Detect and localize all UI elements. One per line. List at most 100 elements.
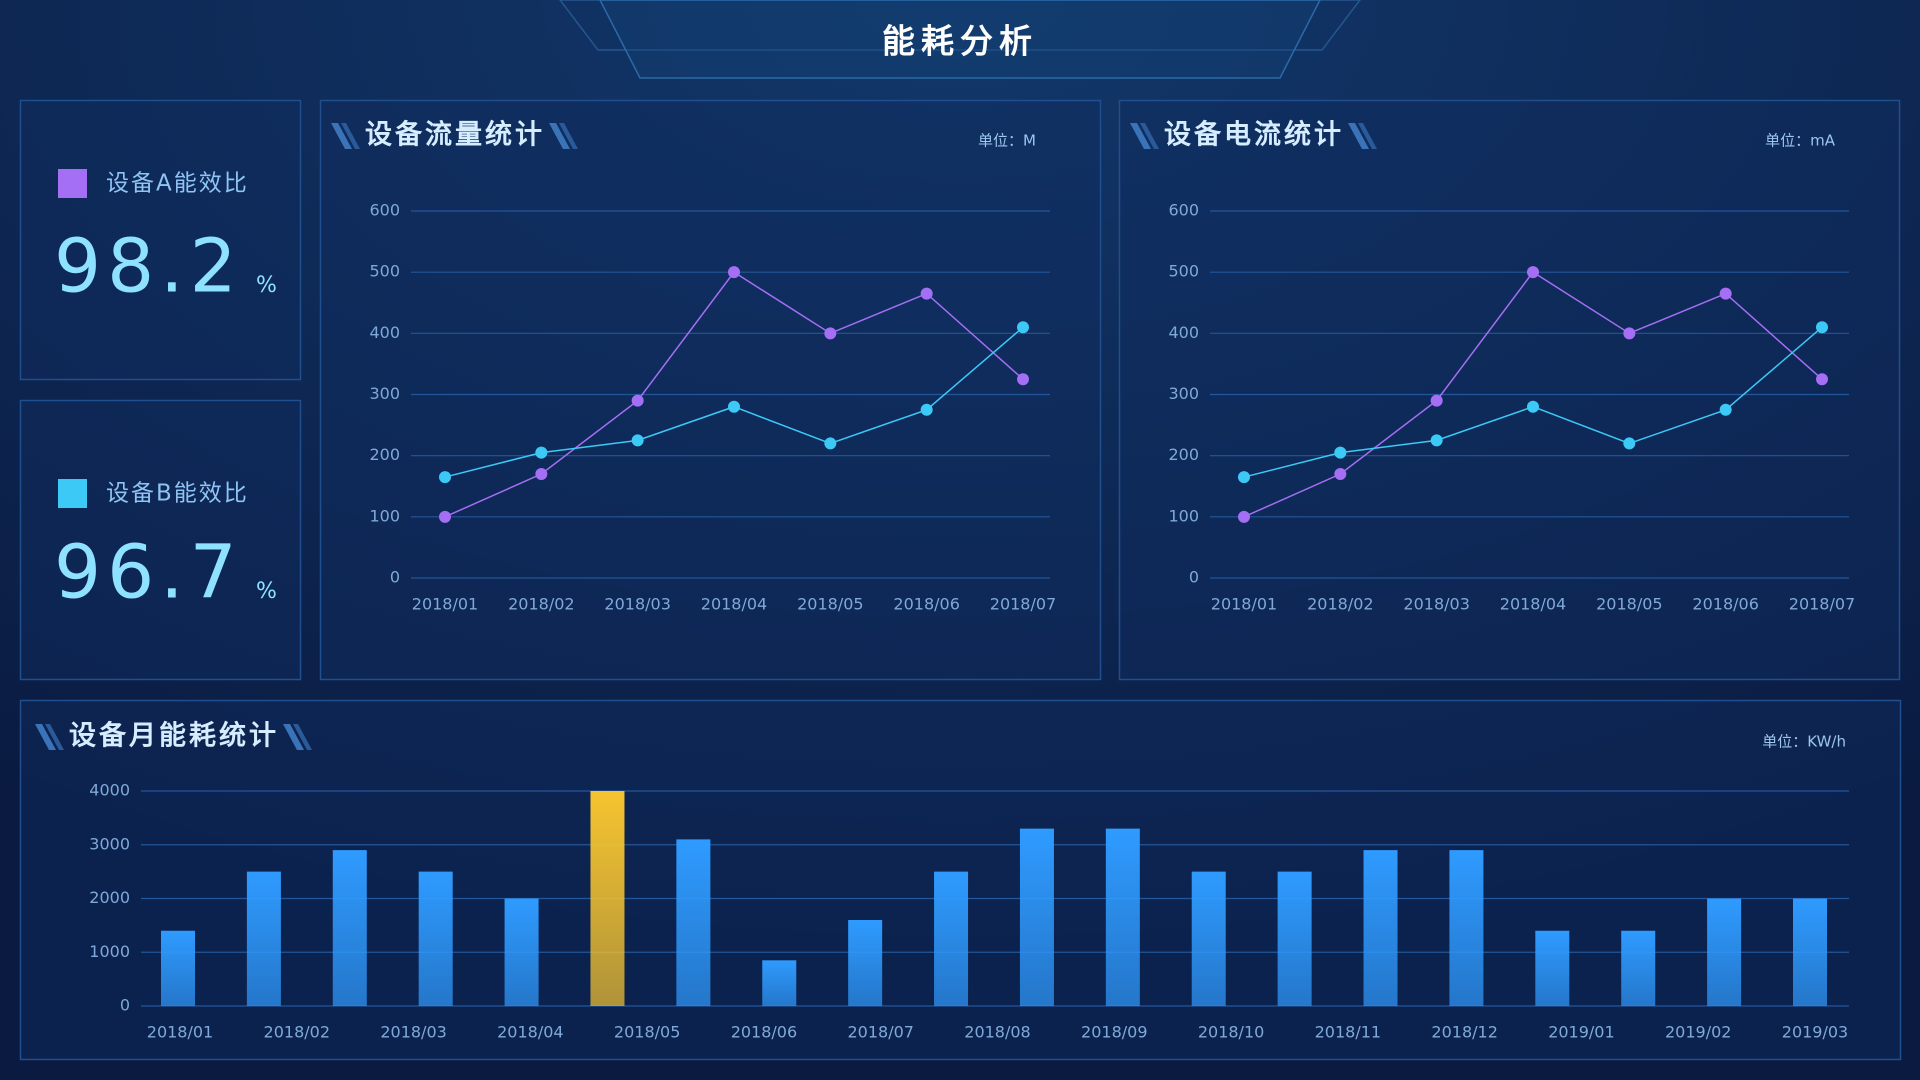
data-point	[1527, 266, 1539, 279]
bar	[1707, 898, 1742, 1006]
data-point	[1719, 403, 1732, 416]
x-tick-label: 2018/03	[604, 595, 670, 614]
panel-title: 设备电流统计	[1164, 119, 1344, 151]
title-deco	[1358, 123, 1377, 149]
y-tick-label: 0	[1189, 568, 1199, 587]
x-tick-label: 2019/02	[1665, 1023, 1731, 1042]
y-tick-label: 400	[369, 323, 400, 342]
panel-title: 设备月能耗统计	[69, 720, 279, 752]
bar	[676, 839, 711, 1006]
x-tick-label: 2018/09	[1081, 1023, 1147, 1042]
data-point	[1623, 437, 1636, 450]
data-point	[1527, 400, 1539, 413]
x-tick-label: 2018/12	[1431, 1023, 1497, 1042]
x-tick-label: 2018/04	[1500, 595, 1566, 614]
kpi-unit: %	[256, 273, 277, 298]
data-point	[439, 471, 451, 484]
x-tick-label: 2019/03	[1782, 1023, 1848, 1042]
panel-frame	[1118, 99, 1901, 681]
bar	[161, 930, 195, 1006]
y-tick-label: 500	[369, 262, 400, 281]
line-chart-panel: 设备流量统计 单位：M 0 100 200 300 400 500 600 2018/01 2018…	[319, 99, 1102, 681]
data-point	[728, 266, 740, 279]
kpi-swatch	[58, 479, 87, 508]
title-deco	[341, 123, 360, 149]
title-deco	[293, 724, 312, 750]
data-point	[920, 287, 933, 300]
x-tick-label: 2018/07	[990, 595, 1056, 614]
x-tick-label: 2018/01	[1211, 595, 1277, 614]
y-tick-label: 500	[1168, 262, 1199, 281]
x-tick-label: 2018/07	[847, 1023, 913, 1042]
x-tick-label: 2018/07	[1789, 595, 1855, 614]
bar	[848, 920, 883, 1006]
x-tick-label: 2018/02	[264, 1023, 330, 1042]
y-tick-label: 400	[1168, 323, 1199, 342]
x-tick-label: 2018/05	[1596, 595, 1662, 614]
bar	[1621, 930, 1656, 1006]
title-deco	[549, 123, 570, 149]
data-point	[631, 394, 644, 407]
x-tick-label: 2018/11	[1315, 1023, 1381, 1042]
header-plate	[599, 0, 1321, 79]
title-deco	[1348, 123, 1369, 149]
bar	[1105, 828, 1140, 1006]
kpi-name: 设备B能效比	[106, 481, 249, 507]
title-deco	[283, 724, 304, 750]
data-point	[1623, 327, 1636, 340]
data-point	[1334, 468, 1347, 481]
data-point	[920, 403, 933, 416]
x-tick-label: 2018/02	[508, 595, 574, 614]
y-tick-label: 2000	[89, 888, 130, 907]
kpi-swatch	[58, 169, 87, 198]
y-tick-label: 200	[1168, 445, 1199, 464]
x-tick-label: 2018/04	[701, 595, 767, 614]
data-point	[1238, 510, 1250, 523]
title-deco	[35, 724, 56, 750]
bar	[1191, 871, 1226, 1006]
kpi-card: 设备A能效比 98.2%	[19, 99, 302, 381]
bar	[332, 850, 367, 1006]
x-tick-label: 2018/01	[412, 595, 478, 614]
bar	[1277, 871, 1312, 1006]
data-point	[728, 400, 740, 413]
data-point	[631, 434, 644, 447]
x-tick-label: 2018/10	[1198, 1023, 1264, 1042]
y-tick-label: 100	[1168, 506, 1199, 525]
y-tick-label: 600	[369, 201, 400, 220]
panel-title: 设备流量统计	[365, 119, 545, 151]
y-tick-label: 600	[1168, 201, 1199, 220]
y-tick-label: 200	[369, 445, 400, 464]
data-point	[1430, 394, 1443, 407]
x-tick-label: 2018/08	[964, 1023, 1030, 1042]
panel-frame	[19, 399, 302, 681]
y-tick-label: 0	[390, 568, 400, 587]
y-tick-label: 100	[369, 506, 400, 525]
x-tick-label: 2018/02	[1307, 595, 1373, 614]
title-deco	[559, 123, 578, 149]
x-tick-label: 2018/05	[797, 595, 863, 614]
kpi-value: 98.2	[54, 224, 243, 310]
bar	[1449, 850, 1484, 1006]
y-tick-label: 3000	[89, 834, 130, 853]
kpi-name: 设备A能效比	[106, 171, 249, 197]
unit-label: 单位：mA	[1765, 132, 1836, 150]
data-point	[824, 437, 837, 450]
header-frame	[559, 0, 1361, 51]
x-tick-label: 2018/05	[614, 1023, 680, 1042]
x-tick-label: 2018/06	[893, 595, 959, 614]
x-tick-label: 2019/01	[1548, 1023, 1614, 1042]
x-tick-label: 2018/03	[1403, 595, 1469, 614]
data-point	[1719, 287, 1732, 300]
title-deco	[1130, 123, 1151, 149]
y-tick-label: 4000	[89, 781, 130, 800]
panel-frame	[319, 99, 1102, 681]
panel-frame	[19, 99, 302, 381]
y-tick-label: 0	[120, 996, 130, 1015]
y-tick-label: 300	[369, 384, 400, 403]
data-point	[1430, 434, 1443, 447]
bar-chart-panel: 设备月能耗统计 单位：KW/h 0 1000 2000 3000 4000 2018/01 20…	[19, 699, 1902, 1061]
bar	[1019, 828, 1054, 1006]
bar	[1535, 930, 1570, 1006]
